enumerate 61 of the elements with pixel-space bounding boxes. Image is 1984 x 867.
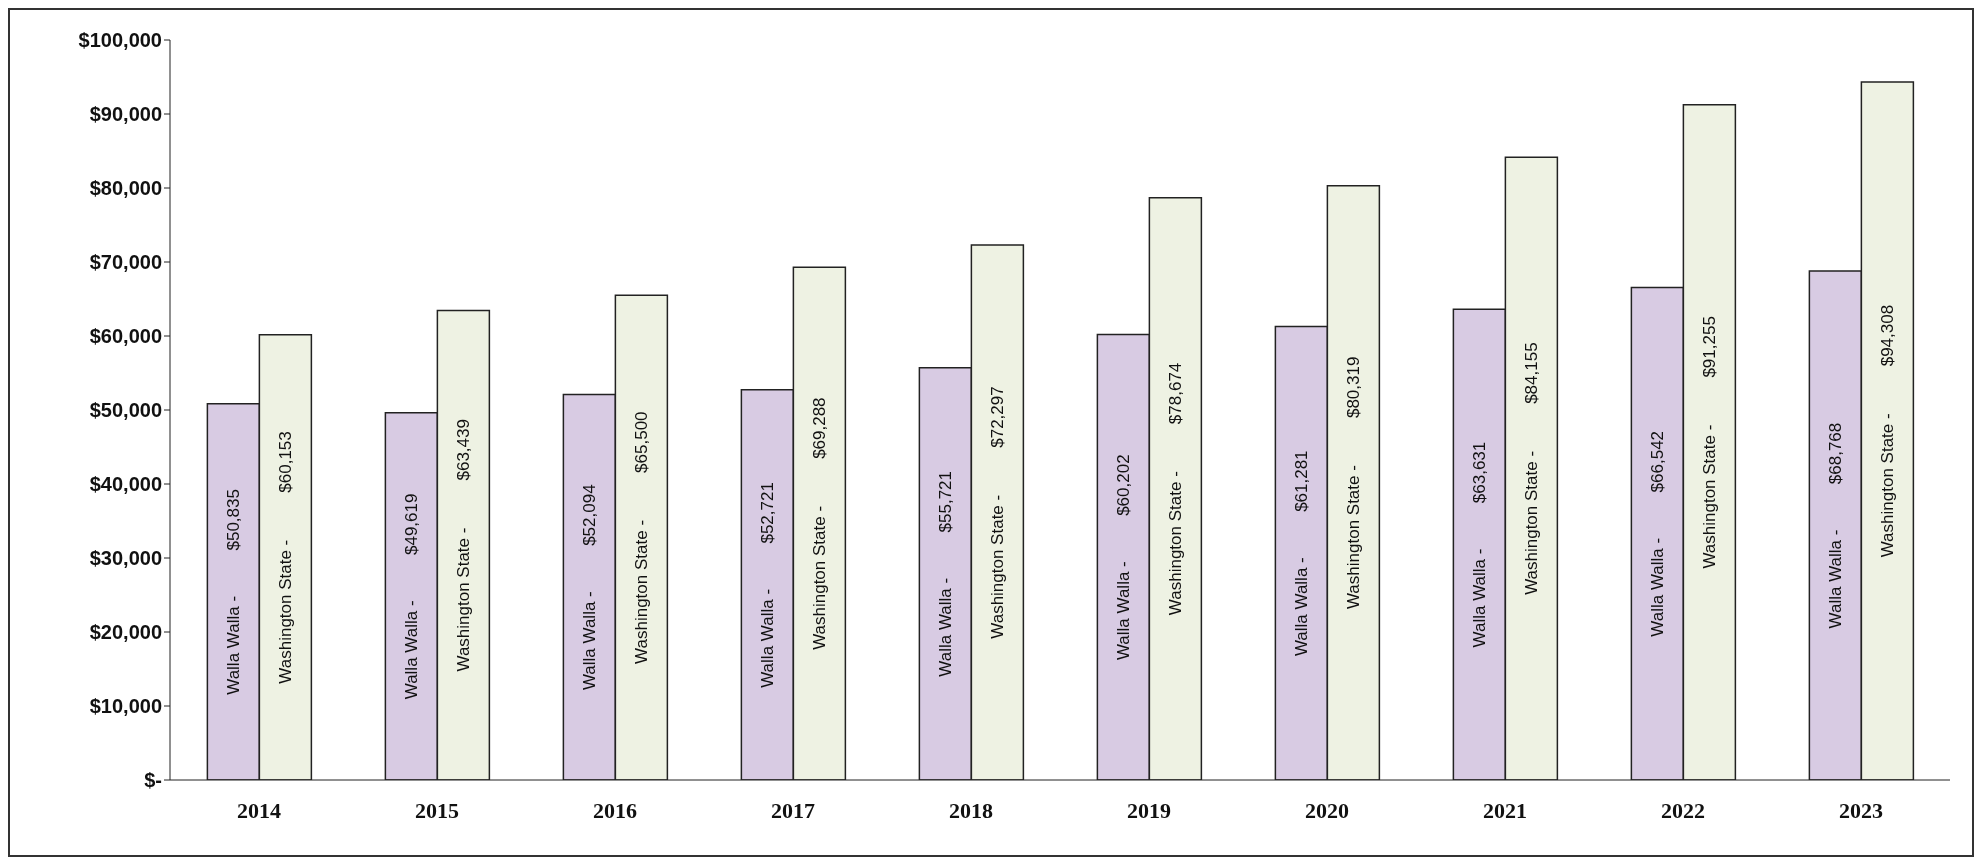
text: Walla Walla - [1825,529,1845,629]
y-tick-label: $80,000 [89,177,162,200]
data-label: $72,297 [987,386,1007,448]
x-tick-label: 2015 [415,797,459,823]
x-tick-label: 2022 [1661,797,1705,823]
data-label: $65,500 [631,411,651,473]
text: Washington State - [631,519,651,664]
y-tick-label: $40,000 [89,473,162,496]
text: Walla Walla - [1291,557,1311,657]
y-tick-label: $- [144,769,162,792]
text: Washington State - [453,527,473,672]
series-label: Washington State - [275,539,295,684]
x-tick-label: 2019 [1127,797,1171,823]
data-label: $69,288 [809,397,829,459]
data-label: $50,835 [223,489,243,551]
x-tick-label: 2017 [771,797,815,823]
text: Walla Walla - [935,577,955,677]
data-label: $66,542 [1647,430,1667,493]
text: Washington State - [987,494,1007,639]
x-tick-label: 2018 [949,797,993,823]
series-label: Walla Walla - [223,595,243,695]
text: Walla Walla - [1113,561,1133,661]
text: Washington State - [1699,424,1719,569]
y-tick-label: $20,000 [89,621,162,644]
text: Walla Walla - [757,588,777,688]
x-tick-label: 2021 [1483,797,1527,823]
text: Washington State - [1343,465,1363,610]
text: Washington State - [1521,450,1541,595]
text: Walla Walla - [401,600,421,700]
x-tick-label: 2014 [237,797,281,823]
x-tick-label: 2023 [1839,797,1883,823]
text: Washington State - [809,505,829,650]
x-tick-label: 2016 [593,797,637,823]
text: Washington State - [1877,413,1897,558]
data-label: $63,439 [453,419,473,481]
y-tick-label: $90,000 [89,103,162,126]
data-label: $84,155 [1521,342,1541,404]
y-tick-label: $50,000 [89,399,162,422]
text: Walla Walla - [1469,548,1489,648]
y-tick-label: $70,000 [89,251,162,274]
y-tick-label: $100,000 [78,29,162,52]
data-label: $94,308 [1877,304,1897,367]
data-label: $60,153 [275,431,295,493]
data-label: $63,631 [1469,441,1489,504]
text: Walla Walla - [1647,537,1667,637]
y-tick-label: $30,000 [89,547,162,570]
data-label: $52,721 [757,482,777,544]
data-label: $49,619 [401,493,421,556]
y-tick-label: $10,000 [89,695,162,718]
data-label: $61,281 [1291,450,1311,512]
data-label: $78,674 [1165,362,1185,425]
data-label: $80,319 [1343,356,1363,419]
data-label: $91,255 [1699,316,1719,378]
text: Washington State - [1165,471,1185,616]
y-tick-label: $60,000 [89,325,162,348]
text: Walla Walla - [579,591,599,691]
data-label: $55,721 [935,470,955,533]
data-label: $60,202 [1113,454,1133,516]
data-label: $52,094 [579,484,599,546]
x-tick-label: 2020 [1305,797,1349,823]
data-label: $68,768 [1825,422,1845,485]
